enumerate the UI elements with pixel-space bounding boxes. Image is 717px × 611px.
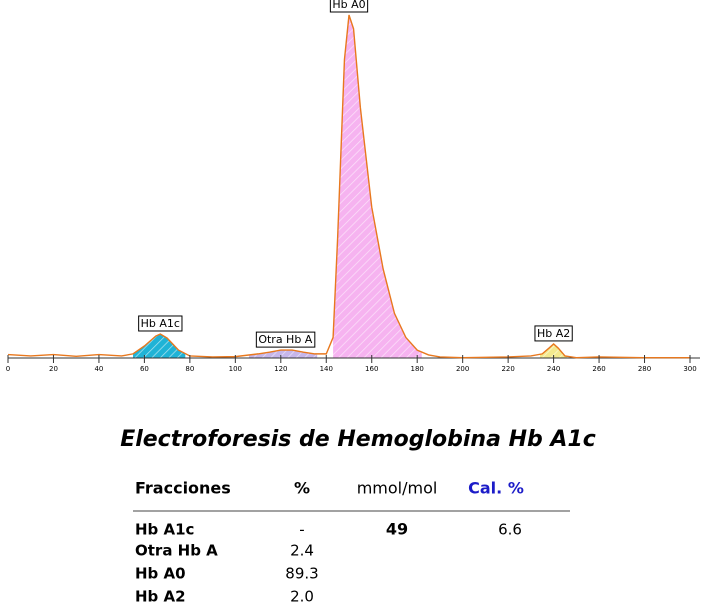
peak-label-box <box>138 315 183 332</box>
x-tick-label: 80 <box>185 365 194 373</box>
x-tick-label: 100 <box>229 365 242 373</box>
peak-fill <box>333 15 422 358</box>
x-tick-label: 220 <box>501 365 514 373</box>
header: Cal. % <box>468 479 524 498</box>
report-title: Electroforesis de Hemoglobina Hb A1c <box>120 427 596 452</box>
x-tick-label: 240 <box>547 365 560 373</box>
peak-label-box <box>329 0 369 13</box>
x-tick-label: 160 <box>365 365 378 373</box>
x-tick-label: 300 <box>683 365 696 373</box>
x-tick-label: 140 <box>320 365 333 373</box>
peak-fill <box>539 343 568 358</box>
x-tick-label: 200 <box>456 365 469 373</box>
row-label: Hb A0 <box>135 565 186 583</box>
row-label: Otra Hb A <box>135 542 218 560</box>
chart: 0 20 40 60 80 100 120 140 160 180 200 220 240 260 280 3… <box>6 0 700 373</box>
peak-fill <box>133 333 186 358</box>
x-tick-label: 260 <box>592 365 605 373</box>
header: % <box>294 479 310 498</box>
cell: 2.4 <box>290 542 314 560</box>
x-tick-label: 40 <box>94 365 103 373</box>
header: Fracciones <box>135 479 231 498</box>
x-tick-label: 120 <box>274 365 287 373</box>
x-tick-label: 280 <box>638 365 651 373</box>
curve <box>7 14 690 359</box>
x-tick-label: 180 <box>411 365 424 373</box>
row-label: Hb A1c <box>135 521 194 539</box>
cell: 6.6 <box>498 521 522 539</box>
x-tick-label: 20 <box>49 365 58 373</box>
cell: 2.0 <box>290 588 314 606</box>
peak-label-box <box>534 325 573 342</box>
cell: - <box>299 521 304 539</box>
row-label: Hb A2 <box>135 588 186 606</box>
cell: 89.3 <box>285 565 318 583</box>
x-tick-label: 60 <box>140 365 149 373</box>
x-tick-label: 0 <box>6 365 10 373</box>
peak-label: Otra Hb A <box>258 333 312 346</box>
peak-label: Hb A1c <box>141 317 180 330</box>
peak-label-box <box>255 331 316 348</box>
peak-label: Hb A2 <box>537 327 570 340</box>
header: mmol/mol <box>357 479 438 498</box>
cell: 49 <box>386 520 408 539</box>
peak-label: Hb A0 <box>332 0 365 11</box>
